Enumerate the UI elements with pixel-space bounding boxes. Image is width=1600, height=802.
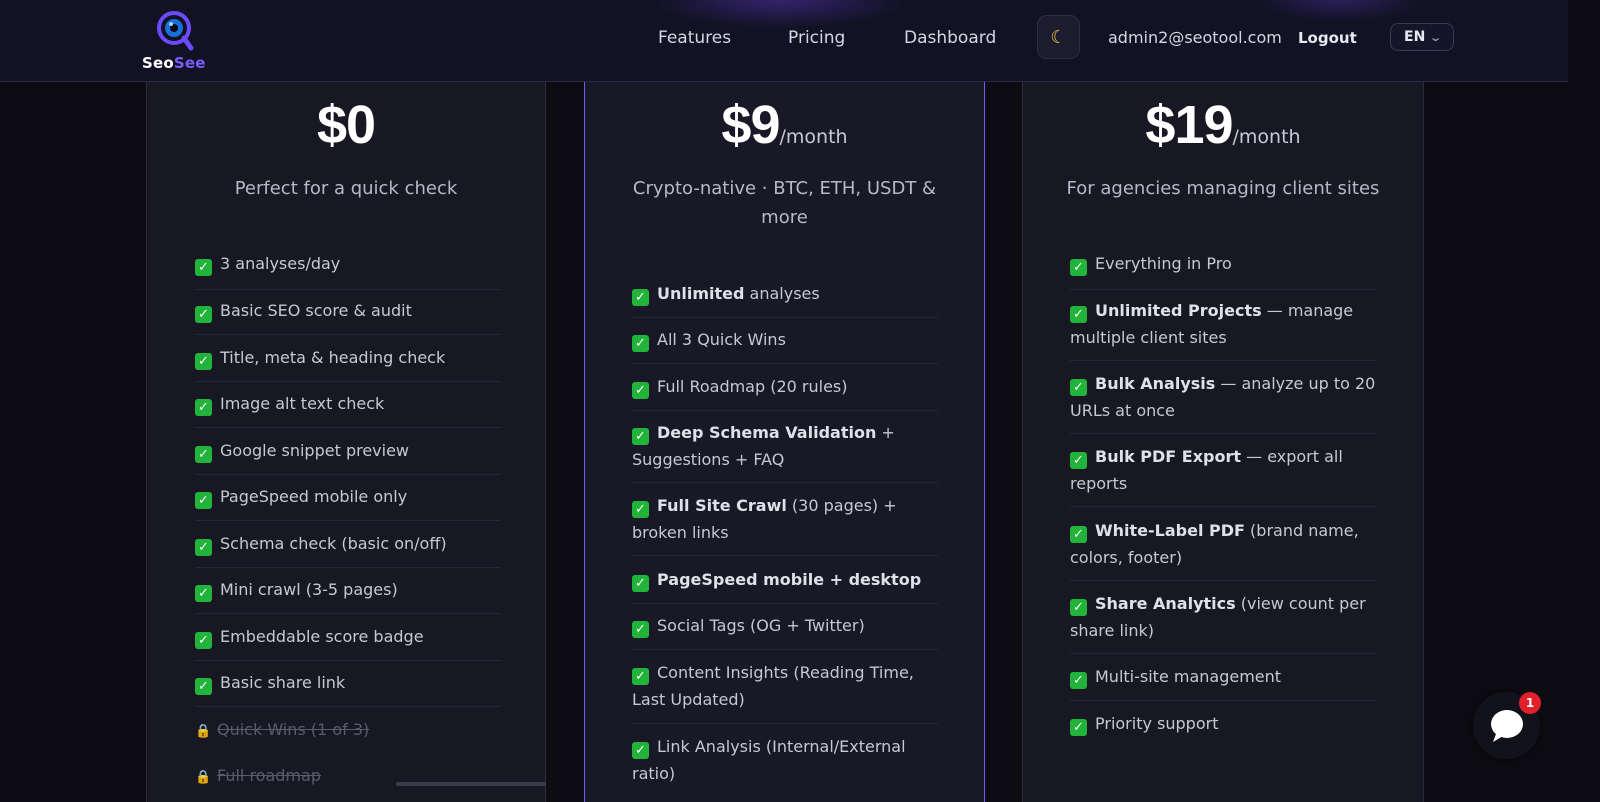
horizontal-scrollbar[interactable] xyxy=(396,782,546,786)
check-icon: ✓ xyxy=(632,501,649,518)
nav-features-link[interactable]: Features xyxy=(658,28,732,48)
language-select[interactable]: EN ⌄ xyxy=(1390,23,1454,51)
feature-item: ✓ Unlimited analyses xyxy=(632,280,938,318)
check-icon: ✓ xyxy=(1070,599,1087,616)
check-icon: ✓ xyxy=(195,446,212,463)
plan-description: For agencies managing client sites xyxy=(1066,178,1380,199)
check-icon: ✓ xyxy=(1070,452,1087,469)
feature-item: ✓ Priority support xyxy=(1070,710,1376,748)
feature-item: ✓ Image alt text check xyxy=(195,390,501,428)
feature-item: ✓ Basic SEO score & audit xyxy=(195,297,501,335)
check-icon: ✓ xyxy=(195,632,212,649)
feature-item: ✓ White-Label PDF (brand name, colors, fo… xyxy=(1070,517,1376,581)
feature-item: ✓ Bulk Analysis — analyze up to 20 URLs a… xyxy=(1070,370,1376,434)
feature-item: ✓ Everything in Pro xyxy=(1070,250,1376,290)
plan-price: $9/month xyxy=(721,95,848,155)
feature-item: ✓ Full Site Crawl (30 pages) + broken lin… xyxy=(632,492,938,556)
chat-bubble-icon xyxy=(1490,709,1523,742)
feature-item: ✓ Link Analysis (Internal/External ratio) xyxy=(632,737,906,783)
check-icon: ✓ xyxy=(632,335,649,352)
feature-item: ✓ Share Analytics (view count per share l… xyxy=(1070,590,1376,654)
check-icon: ✓ xyxy=(195,539,212,556)
feature-item: ✓ PageSpeed mobile + desktop xyxy=(632,566,938,604)
check-icon: ✓ xyxy=(1070,306,1087,323)
check-icon: ✓ xyxy=(632,621,649,638)
feature-item: ✓ Unlimited Projects — manage multiple cl… xyxy=(1070,297,1376,361)
feature-item: ✓ Mini crawl (3-5 pages) xyxy=(195,576,501,614)
feature-item: ✓ Bulk PDF Export — export all reports xyxy=(1070,443,1376,507)
top-navbar: SeoSee Features Pricing Dashboard ☾ admi… xyxy=(0,0,1568,82)
lock-icon: 🔒 xyxy=(195,770,212,785)
check-icon: ✓ xyxy=(1070,526,1087,543)
plan-card-free: $0 Perfect for a quick check ✓ 3 analyses… xyxy=(146,82,546,802)
logo-eye-icon xyxy=(157,11,194,51)
locked-feature-item: 🔒 Quick Wins (1 of 3) xyxy=(195,716,501,754)
check-icon: ✓ xyxy=(195,306,212,323)
check-icon: ✓ xyxy=(1070,719,1087,736)
check-icon: ✓ xyxy=(1070,259,1087,276)
check-icon: ✓ xyxy=(632,289,649,306)
check-icon: ✓ xyxy=(1070,379,1087,396)
check-icon: ✓ xyxy=(632,382,649,399)
check-icon: ✓ xyxy=(1070,672,1087,689)
check-icon: ✓ xyxy=(632,742,649,759)
check-icon: ✓ xyxy=(195,492,212,509)
check-icon: ✓ xyxy=(195,585,212,602)
feature-item: ✓ All 3 Quick Wins xyxy=(632,326,938,364)
logout-link[interactable]: Logout xyxy=(1298,29,1357,47)
chevron-down-icon: ⌄ xyxy=(1429,30,1443,44)
check-icon: ✓ xyxy=(632,668,649,685)
plan-description: Crypto-native · BTC, ETH, USDT & more xyxy=(632,178,937,228)
logo[interactable]: SeoSee xyxy=(140,10,210,72)
user-email: admin2@seotool.com xyxy=(1108,28,1282,47)
notification-badge: 1 xyxy=(1519,692,1541,714)
check-icon: ✓ xyxy=(195,259,212,276)
locked-feature-item: 🔒 Full roadmap xyxy=(195,762,501,800)
feature-item: ✓ Deep Schema Validation + Suggestions + … xyxy=(632,419,938,483)
feature-item: ✓ 3 analyses/day xyxy=(195,250,501,290)
plan-card-agency: $19/month For agencies managing client s… xyxy=(1022,82,1424,802)
logo-text: SeoSee xyxy=(142,54,206,72)
lock-icon: 🔒 xyxy=(195,724,212,739)
check-icon: ✓ xyxy=(195,353,212,370)
feature-item: ✓ Social Tags (OG + Twitter) xyxy=(632,612,938,650)
nav-pricing-link[interactable]: Pricing xyxy=(788,28,846,48)
plan-card-pro: $9/month Crypto-native · BTC, ETH, USDT … xyxy=(584,82,985,802)
check-icon: ✓ xyxy=(632,428,649,445)
nav-dashboard-link[interactable]: Dashboard xyxy=(904,28,997,48)
feature-item: ✓ Full Roadmap (20 rules) xyxy=(632,373,938,411)
feature-item: ✓ Multi-site management xyxy=(1070,663,1376,701)
feature-item: ✓ PageSpeed mobile only xyxy=(195,483,501,521)
moon-icon: ☾ xyxy=(1050,26,1067,48)
plan-description: Perfect for a quick check xyxy=(234,178,458,199)
feature-item: ✓ Schema check (basic on/off) xyxy=(195,530,501,568)
check-icon: ✓ xyxy=(195,399,212,416)
feature-item: ✓ Title, meta & heading check xyxy=(195,344,501,382)
check-icon: ✓ xyxy=(632,575,649,592)
check-icon: ✓ xyxy=(195,678,212,695)
feature-item: ✓ Basic share link xyxy=(195,669,501,707)
theme-toggle-button[interactable]: ☾ xyxy=(1037,15,1080,59)
feature-item: ✓ Google snippet preview xyxy=(195,437,501,475)
plan-price: $19/month xyxy=(1145,95,1301,155)
feature-item: ✓ Embeddable score badge xyxy=(195,623,501,661)
plan-price: $0 xyxy=(316,95,376,155)
feature-item: ✓ Content Insights (Reading Time, Last Up… xyxy=(632,659,938,724)
language-label: EN xyxy=(1404,29,1426,45)
